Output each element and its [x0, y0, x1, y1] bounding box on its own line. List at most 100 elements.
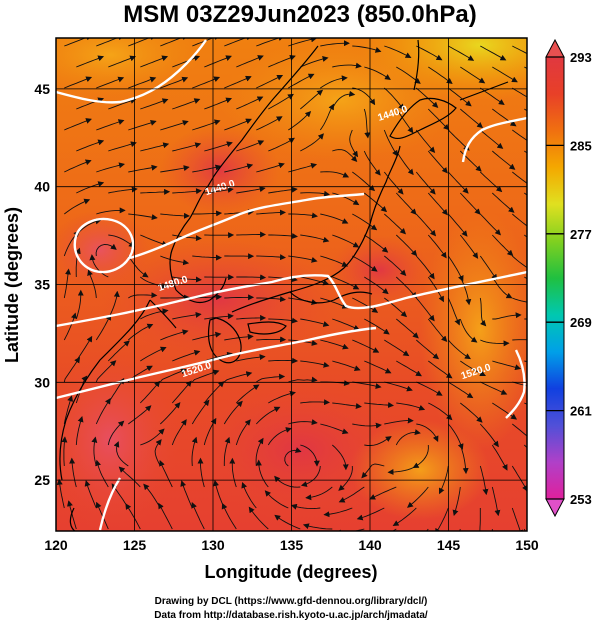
streamline-arrow: [288, 255, 318, 263]
geopotential-contours: [56, 39, 527, 531]
x-tick-label: 145: [437, 537, 461, 553]
streamline-arrow: [512, 45, 527, 55]
streamline-arrow: [332, 62, 362, 69]
streamline-arrow: [191, 399, 210, 425]
streamline-arrow: [108, 55, 137, 68]
streamline-arrow: [332, 402, 362, 409]
streamline-arrow: [491, 444, 508, 471]
chart-title: MSM 03Z29Jun2023 (850.0hPa): [123, 1, 477, 28]
streamline-arrow: [67, 500, 77, 530]
y-tick-label: 30: [34, 374, 50, 390]
streamline-arrow: [172, 142, 202, 152]
streamline-arrow: [128, 76, 157, 89]
streamline-arrow: [204, 97, 233, 110]
streamline-arrow: [415, 255, 435, 280]
streamline-arrow: [447, 297, 460, 326]
streamline-arrow: [268, 233, 298, 240]
streamline-arrow: [241, 481, 257, 509]
streamline-arrow: [192, 210, 223, 217]
streamline-arrow: [305, 486, 333, 501]
streamline-arrow: [300, 89, 324, 110]
colorbar-ticks: 293 285 277 269 261 253: [546, 50, 592, 507]
streamline-arrow: [392, 507, 417, 527]
plot-frame: [55, 37, 528, 532]
colorbar: 293 285 277 269 261 253: [545, 38, 592, 518]
streamline-arrow: [268, 55, 296, 68]
streamline-arrow: [89, 254, 109, 278]
streamline-arrow: [395, 276, 418, 299]
streamline-arrow: [160, 255, 190, 266]
streamline-arrow: [288, 110, 312, 131]
streamline-arrow: [128, 292, 158, 299]
streamline-arrow: [352, 297, 379, 313]
streamline-arrow: [331, 90, 356, 110]
contour-1440-center: [129, 192, 365, 260]
streamline-arrow: [407, 486, 429, 508]
streamline-arrow: [479, 297, 487, 327]
streamline-arrow: [288, 73, 315, 89]
streamline-arrow: [427, 192, 448, 216]
streamline-arrow: [171, 419, 187, 446]
colorbar-top-triangle: [545, 38, 565, 58]
streamline-arrow: [512, 297, 527, 303]
streamline-arrow: [352, 213, 378, 231]
credit-line-2: Data from http://database.rish.kyoto-u.a…: [154, 610, 428, 621]
streamline-arrow: [160, 212, 190, 219]
streamline-arrow: [64, 38, 93, 47]
streamline-arrow: [396, 402, 426, 411]
streamline-arrow: [223, 400, 243, 425]
contour-1480: [56, 270, 527, 328]
streamline-arrow: [172, 276, 202, 283]
x-tick-label: 125: [123, 537, 147, 553]
streamline-arrow: [428, 360, 453, 379]
streamline-arrow: [140, 428, 165, 446]
streamline-arrow: [224, 371, 253, 383]
streamline-arrow: [172, 234, 202, 242]
streamline-arrow: [416, 381, 443, 396]
streamline-arrow: [459, 192, 481, 215]
streamline-arrow: [491, 486, 501, 517]
streamline-arrow: [395, 429, 421, 446]
streamline-arrow: [352, 171, 376, 192]
streamline-arrow: [95, 314, 111, 341]
streamline-arrow: [256, 373, 286, 383]
streamline-arrow: [236, 140, 265, 152]
streamline-arrow: [95, 459, 109, 488]
streamline-arrow: [69, 457, 77, 488]
streamline-arrow: [76, 181, 105, 194]
streamline-arrow: [320, 40, 350, 47]
streamline-arrow: [172, 311, 202, 320]
streamline-arrow: [300, 190, 330, 197]
streamline-arrow: [192, 119, 221, 131]
streamline-arrow: [284, 447, 302, 467]
streamline-arrow: [300, 234, 330, 243]
streamline-arrow: [63, 356, 81, 383]
streamline-arrow: [127, 255, 149, 278]
streamline-arrow: [236, 96, 264, 110]
streamline-arrow: [140, 276, 168, 289]
streamline-arrow: [128, 323, 154, 341]
colorbar-tick-label: 277: [570, 227, 592, 242]
streamline-arrow: [107, 340, 130, 362]
streamline-arrow: [479, 213, 501, 236]
streamline-arrow: [64, 118, 92, 131]
streamline-arrow: [125, 503, 141, 530]
streamline-arrow: [384, 297, 408, 318]
streamline-arrow: [415, 213, 437, 237]
colorbar-gradient: [545, 56, 565, 500]
streamline-arrow: [204, 186, 234, 194]
streamline-arrow: [361, 463, 385, 479]
colorbar-tick-label: 293: [570, 50, 592, 65]
streamline-arrow: [323, 507, 353, 518]
streamline-arrow: [364, 66, 391, 80]
streamline-arrow: [140, 346, 167, 362]
streamline-arrow: [300, 399, 330, 406]
contour-1520-south: [56, 326, 377, 400]
streamline-arrow: [524, 150, 527, 154]
streamline-arrow: [512, 87, 527, 98]
streamline-arrow: [460, 108, 484, 129]
streamline-arrow: [159, 459, 173, 488]
streamline-arrow: [364, 402, 394, 409]
streamline-arrow: [332, 444, 349, 471]
streamline-arrow: [427, 108, 450, 131]
